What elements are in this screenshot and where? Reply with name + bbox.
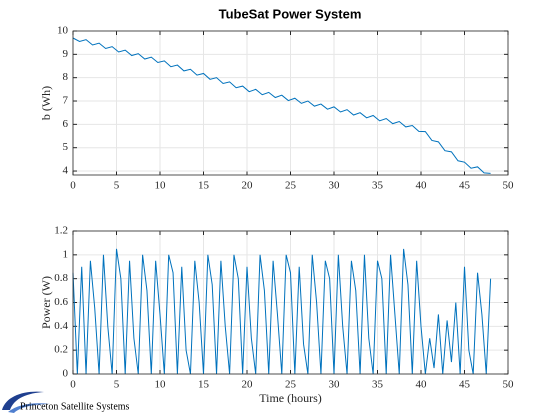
y-tick-label: 9 bbox=[63, 48, 69, 60]
x-tick-label: 0 bbox=[70, 180, 76, 192]
y-tick-label: 7 bbox=[63, 95, 69, 107]
x-tick-label: 20 bbox=[242, 379, 254, 391]
axes-box bbox=[72, 230, 509, 375]
y-tick-label: 0.8 bbox=[54, 272, 68, 284]
x-tick-label: 5 bbox=[114, 180, 120, 192]
x-tick-label: 15 bbox=[198, 180, 210, 192]
x-tick-label: 15 bbox=[198, 379, 210, 391]
y-tick-label: 0.6 bbox=[54, 296, 68, 308]
x-tick-label: 30 bbox=[329, 379, 341, 391]
x-tick-label: 50 bbox=[503, 379, 515, 391]
x-tick-label: 40 bbox=[416, 379, 428, 391]
axes-box bbox=[72, 30, 509, 176]
y-axis-label: Power (W) bbox=[39, 276, 53, 329]
y-tick-label: 4 bbox=[63, 165, 69, 177]
y-tick-label: 1.2 bbox=[54, 225, 68, 237]
x-tick-label: 35 bbox=[372, 379, 384, 391]
x-tick-label: 30 bbox=[329, 180, 341, 192]
logo-swoosh bbox=[8, 403, 50, 413]
x-tick-label: 10 bbox=[155, 180, 167, 192]
axes: 0 5 10 15 20 25 30 35 40 45 50 0 0.2 0.4 0.6 0.8 1 1.2 Pow… bbox=[39, 225, 514, 405]
x-tick-label: 45 bbox=[459, 180, 471, 192]
x-tick-label: 5 bbox=[114, 379, 120, 391]
chart-title: TubeSat Power System bbox=[219, 6, 362, 21]
y-tick-label: 8 bbox=[63, 71, 69, 83]
y-tick-label: 0.4 bbox=[54, 320, 68, 332]
x-tick-label: 40 bbox=[416, 180, 428, 192]
data-line bbox=[72, 37, 491, 174]
logo: Princeton Satellite Systems bbox=[2, 391, 130, 413]
x-tick-label: 20 bbox=[242, 180, 254, 192]
y-tick-label: 0.2 bbox=[54, 344, 68, 356]
x-tick-label: 35 bbox=[372, 180, 384, 192]
y-axis-label: b (Wh) bbox=[39, 86, 53, 120]
x-axis-label: Time (hours) bbox=[259, 391, 322, 405]
x-tick-label: 25 bbox=[285, 379, 297, 391]
y-tick-label: 0 bbox=[63, 368, 69, 380]
x-tick-label: 0 bbox=[70, 379, 76, 391]
x-tick-label: 50 bbox=[503, 180, 515, 192]
y-tick-label: 6 bbox=[63, 118, 69, 130]
x-tick-label: 25 bbox=[285, 180, 297, 192]
y-tick-label: 10 bbox=[57, 25, 69, 37]
x-tick-label: 10 bbox=[155, 379, 167, 391]
y-tick-label: 1 bbox=[63, 248, 69, 260]
x-tick-label: 45 bbox=[459, 379, 471, 391]
logo-swoosh bbox=[2, 391, 44, 410]
logo-text: Princeton Satellite Systems bbox=[20, 401, 130, 412]
y-tick-label: 5 bbox=[63, 141, 69, 153]
